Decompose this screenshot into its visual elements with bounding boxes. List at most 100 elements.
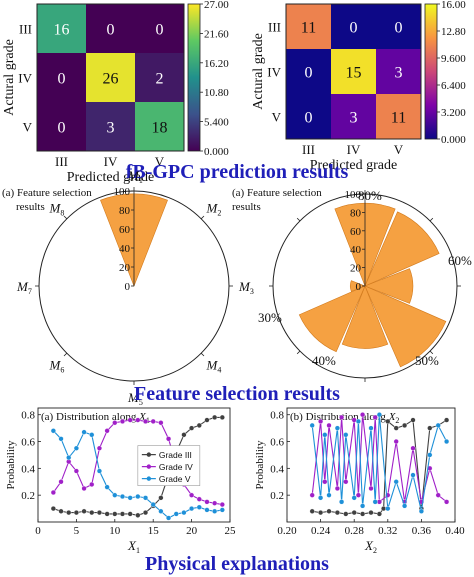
series-point (402, 503, 408, 509)
x-tick-label: 0.20 (277, 525, 297, 537)
series-point (127, 417, 133, 423)
series-point (360, 511, 366, 517)
series-point (204, 417, 210, 423)
y-tick-label: III (268, 20, 281, 35)
radial-tick-label: 0 (356, 281, 362, 293)
heatmap-cell (286, 49, 331, 94)
series-point (410, 417, 416, 423)
percent-label: 60% (448, 253, 472, 268)
series-point (89, 432, 95, 438)
series-point (410, 445, 416, 451)
angular-tick (63, 352, 68, 357)
polar-bar (364, 285, 447, 368)
series-point (385, 505, 391, 512)
series-point (355, 418, 362, 425)
section-title-gpc: fB-GPC prediction results (126, 161, 349, 183)
y-tick-label: V (272, 110, 282, 125)
heatmap-cell (331, 49, 376, 94)
y-tick-label: 0.6 (270, 437, 284, 449)
angular-tick (429, 217, 434, 222)
series-point (376, 511, 383, 517)
radial-tick-label: 80 (119, 205, 131, 217)
cell-value: 0 (107, 22, 115, 39)
x-axis-label: X1 (127, 538, 140, 555)
series-point (158, 495, 164, 501)
polar-title-line2: results (16, 201, 45, 213)
angular-tick (429, 350, 434, 355)
heatmap-cell (37, 102, 86, 151)
series-point (212, 508, 218, 514)
series-point (309, 492, 315, 498)
percent-label: 40% (312, 353, 336, 368)
polar-bar (364, 268, 414, 304)
cell-value: 0 (305, 65, 313, 82)
colorbar-tick-label: 21.60 (204, 28, 229, 40)
series-point (58, 436, 64, 442)
series-point (444, 438, 450, 445)
series-point (372, 414, 378, 420)
x-tick-label: 0.32 (378, 525, 397, 537)
angular-tick (200, 215, 205, 220)
radial-tick-label: 100 (345, 189, 362, 201)
series-point (135, 512, 141, 518)
polar-bar (349, 280, 366, 292)
series-point (181, 510, 187, 516)
y-tick-label: 0.8 (270, 410, 284, 422)
y-axis-label: Probability (5, 440, 17, 489)
series-point (435, 422, 441, 429)
cell-value: 11 (301, 20, 316, 37)
series-point (173, 511, 179, 517)
series-point (81, 429, 87, 435)
series-point (339, 414, 345, 420)
x-tick-label: 0.24 (311, 525, 331, 537)
y-axis-label: Actural grade (2, 39, 17, 116)
plot-title: (b) Distribution along X2 (290, 411, 399, 425)
series-point (343, 511, 349, 517)
series-point (418, 508, 425, 514)
x-axis-label: X2 (364, 538, 377, 555)
series-point (334, 425, 341, 431)
feature-label: M5 (127, 390, 143, 407)
cell-value: 3 (395, 65, 403, 82)
series-point (150, 418, 156, 425)
series-point (96, 510, 103, 516)
angular-tick (63, 215, 68, 220)
colorbar-tick-label: 12.80 (441, 26, 466, 38)
colorbar-tick-label: 27.00 (204, 0, 229, 11)
x-tick-label: 5 (74, 525, 80, 537)
heatmap-cell (135, 53, 184, 102)
series-point (135, 493, 141, 500)
series-point (58, 508, 64, 514)
polar-bar (341, 285, 389, 349)
feature-label: M7 (16, 279, 32, 296)
colorbar-tick-label: 0.000 (204, 146, 229, 158)
feature-label: M3 (238, 279, 254, 296)
cell-value: 18 (152, 120, 168, 137)
y-tick-label: IV (18, 71, 32, 86)
y-tick-label: 0.4 (270, 463, 284, 475)
heatmap-cell (86, 102, 135, 151)
series-point (196, 496, 202, 502)
cell-value: 0 (58, 120, 66, 137)
legend-marker (146, 476, 152, 481)
x-tick-label: V (155, 154, 165, 169)
series-point (189, 505, 195, 512)
angular-tick (296, 217, 301, 222)
radial-tick-label: 20 (350, 263, 362, 275)
series-point (444, 417, 450, 423)
heatmap-cell (37, 4, 86, 53)
cell-value: 3 (107, 120, 115, 137)
series-point (127, 495, 133, 501)
y-tick-label: 0.8 (21, 410, 35, 422)
series-point (66, 455, 72, 461)
series-point (158, 420, 164, 426)
colorbar-tick-label: 6.400 (441, 80, 466, 92)
legend-label: Grade III (159, 450, 192, 460)
line-charts: 0 5 10 15 20 25 0.8 0.6 0.4 0.2 Probability X1 (a) D… (5, 407, 465, 555)
plot-title: (a) Distribution along X1 (41, 411, 150, 425)
series-point (50, 428, 56, 434)
series-point (219, 501, 225, 508)
heatmap-frame (285, 3, 422, 140)
